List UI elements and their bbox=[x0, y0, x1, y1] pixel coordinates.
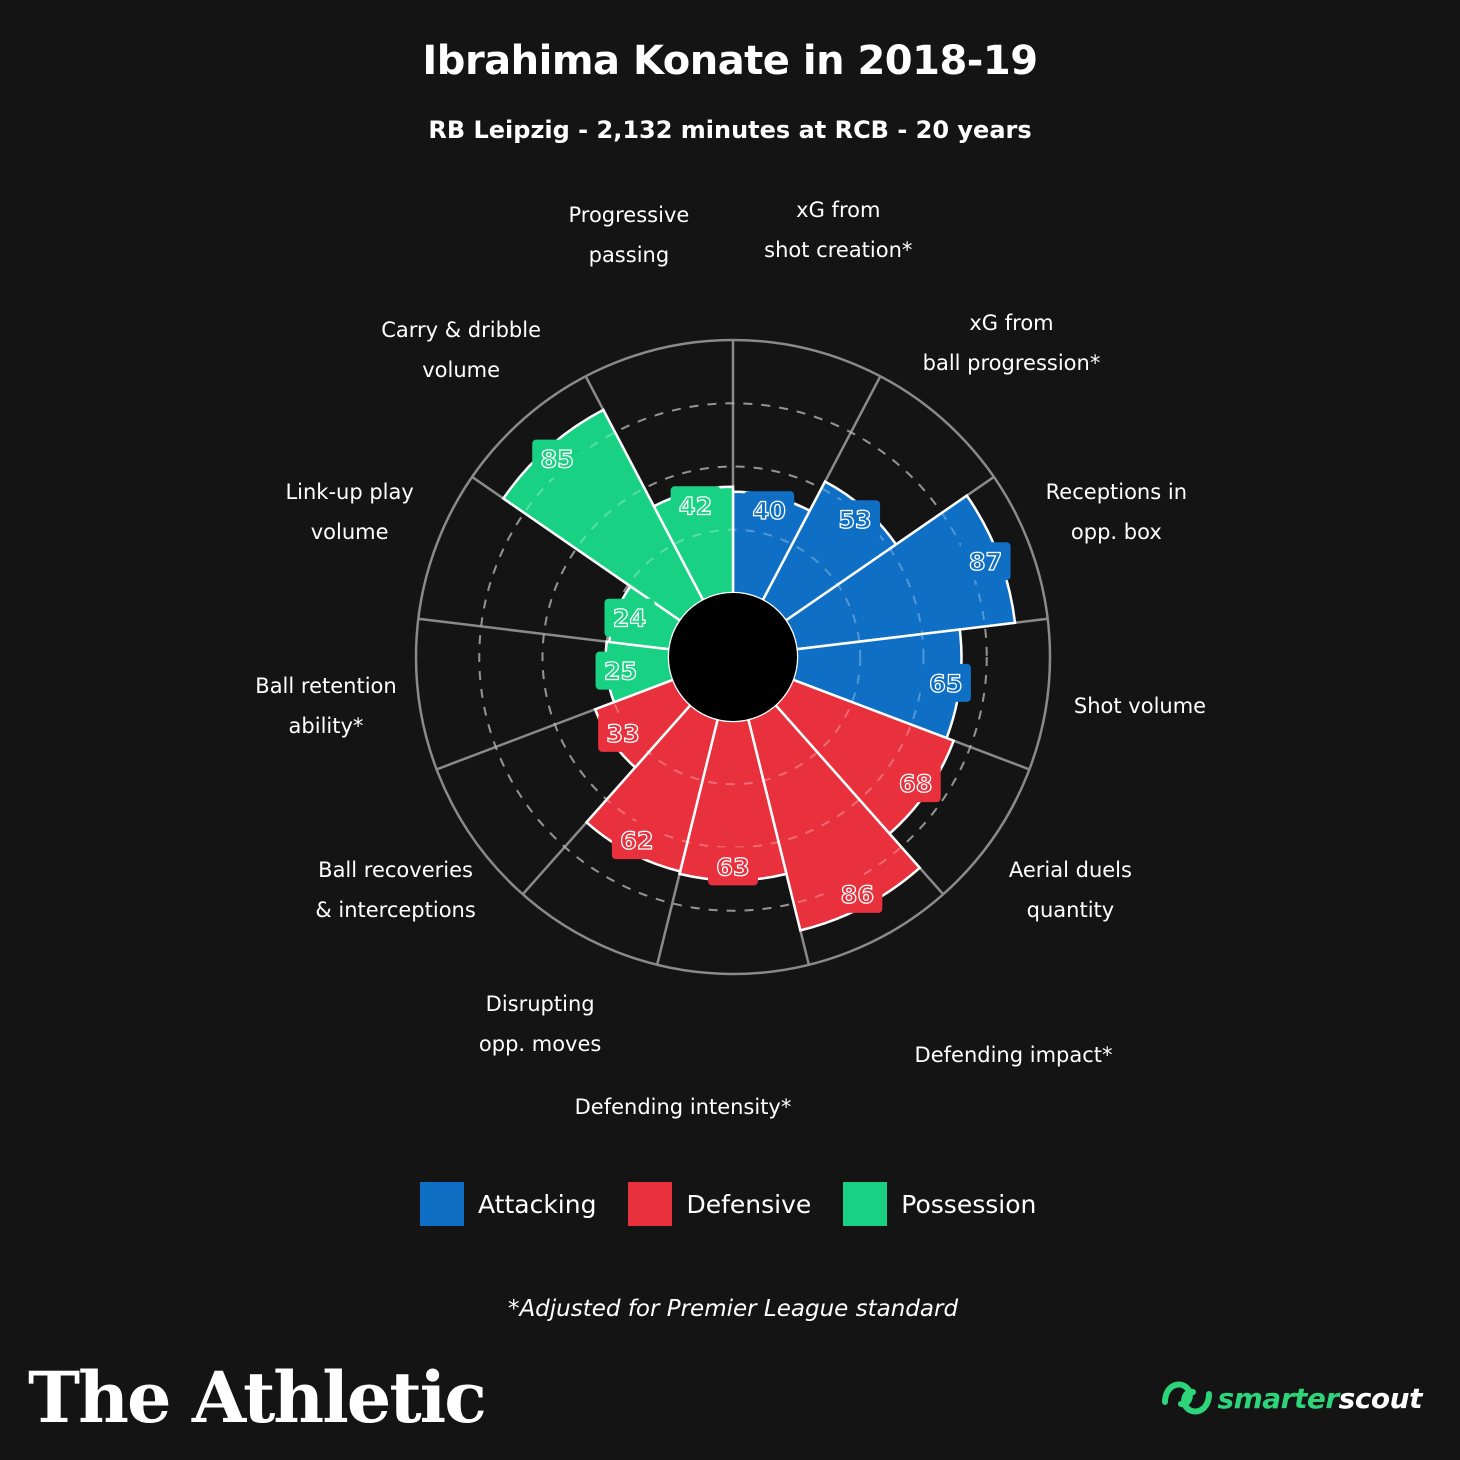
legend-label-possession: Possession bbox=[901, 1189, 1037, 1219]
chart-title: Ibrahima Konate in 2018-19 bbox=[422, 38, 1038, 84]
category-label-shot-volume: Shot volume bbox=[1073, 694, 1207, 719]
value-label-disrupting-opp-moves: 62 bbox=[611, 821, 662, 860]
category-label-link-up-play-volume: Link-up play volume bbox=[285, 479, 414, 544]
category-label-aerial-duels-quantity: Aerial duels quantity bbox=[1008, 857, 1132, 922]
category-label-receptions-in-opp-box: Receptions in opp. box bbox=[1045, 479, 1188, 544]
legend-label-defensive: Defensive bbox=[686, 1189, 812, 1219]
value-label-shot-volume: 65 bbox=[920, 663, 971, 702]
grid-ring-front-75 bbox=[478, 402, 988, 912]
value-label-link-up-play-volume: 24 bbox=[604, 598, 655, 637]
value-label-progressive-passing: 42 bbox=[670, 486, 721, 525]
category-label-xg-from-shot-creation: xG from shot creation* bbox=[764, 197, 913, 262]
svg-text:63: 63 bbox=[716, 853, 749, 881]
svg-text:40: 40 bbox=[752, 497, 785, 525]
smarterscout-logo: smarterscout bbox=[1157, 1372, 1423, 1424]
smarterscout-part1: smarter bbox=[1217, 1381, 1339, 1415]
value-label-xg-from-shot-creation: 40 bbox=[744, 491, 795, 530]
svg-text:65: 65 bbox=[929, 670, 962, 698]
legend-item-defensive: Defensive bbox=[628, 1182, 811, 1226]
category-label-carry-dribble-volume: Carry & dribble volume bbox=[381, 318, 541, 383]
grid-ring-front-50 bbox=[541, 465, 925, 849]
category-label-progressive-passing: Progressive passing bbox=[568, 202, 690, 267]
smarterscout-wordmark: smarterscout bbox=[1217, 1382, 1422, 1415]
value-label-defending-intensity: 63 bbox=[708, 847, 758, 886]
legend-item-possession: Possession bbox=[843, 1182, 1036, 1226]
smarterscout-part2: scout bbox=[1338, 1381, 1423, 1415]
svg-text:86: 86 bbox=[841, 881, 874, 909]
legend: Attacking Defensive Possession bbox=[420, 1182, 1068, 1226]
the-athletic-logo: The Athletic bbox=[28, 1356, 487, 1439]
category-label-disrupting-opp-moves: Disrupting opp. moves bbox=[478, 992, 602, 1057]
value-label-aerial-duels-quantity: 68 bbox=[890, 764, 941, 803]
legend-swatch-defensive bbox=[628, 1182, 673, 1226]
value-label-defending-impact: 86 bbox=[832, 874, 883, 913]
footnote: *Adjusted for Premier League standard bbox=[507, 1296, 959, 1322]
svg-text:53: 53 bbox=[838, 506, 871, 534]
svg-text:85: 85 bbox=[541, 446, 574, 474]
category-label-ball-recoveries-interceptions: Ball recoveries & interceptions bbox=[315, 857, 476, 922]
svg-text:62: 62 bbox=[620, 827, 653, 855]
legend-label-attacking: Attacking bbox=[478, 1189, 597, 1219]
center-hole bbox=[669, 593, 797, 721]
svg-text:25: 25 bbox=[604, 658, 637, 686]
value-label-ball-recoveries-interceptions: 33 bbox=[598, 713, 649, 752]
category-label-xg-from-ball-progression: xG from ball progression* bbox=[922, 310, 1101, 375]
category-label-ball-retention-ability: Ball retention ability* bbox=[255, 674, 397, 739]
svg-text:68: 68 bbox=[899, 770, 932, 798]
legend-swatch-attacking bbox=[420, 1182, 464, 1226]
chart-subtitle: RB Leipzig - 2,132 minutes at RCB - 20 y… bbox=[428, 116, 1032, 144]
svg-text:42: 42 bbox=[679, 492, 712, 520]
value-labels-group: 40 53 87 65 68 86 63 62 33 25 24 85 42 bbox=[532, 439, 1011, 913]
smarterscout-icon bbox=[1162, 1381, 1213, 1415]
value-label-ball-retention-ability: 25 bbox=[595, 651, 646, 690]
legend-swatch-possession bbox=[843, 1182, 888, 1226]
svg-text:87: 87 bbox=[969, 548, 1002, 576]
category-label-defending-intensity: Defending intensity* bbox=[574, 1095, 792, 1119]
svg-text:33: 33 bbox=[606, 720, 639, 748]
value-label-receptions-in-opp-box: 87 bbox=[960, 542, 1011, 581]
category-label-defending-impact: Defending impact* bbox=[914, 1043, 1113, 1068]
value-label-xg-from-ball-progression: 53 bbox=[830, 500, 881, 539]
svg-text:24: 24 bbox=[613, 605, 646, 633]
legend-item-attacking: Attacking bbox=[420, 1182, 596, 1226]
value-label-carry-dribble-volume: 85 bbox=[532, 439, 583, 478]
